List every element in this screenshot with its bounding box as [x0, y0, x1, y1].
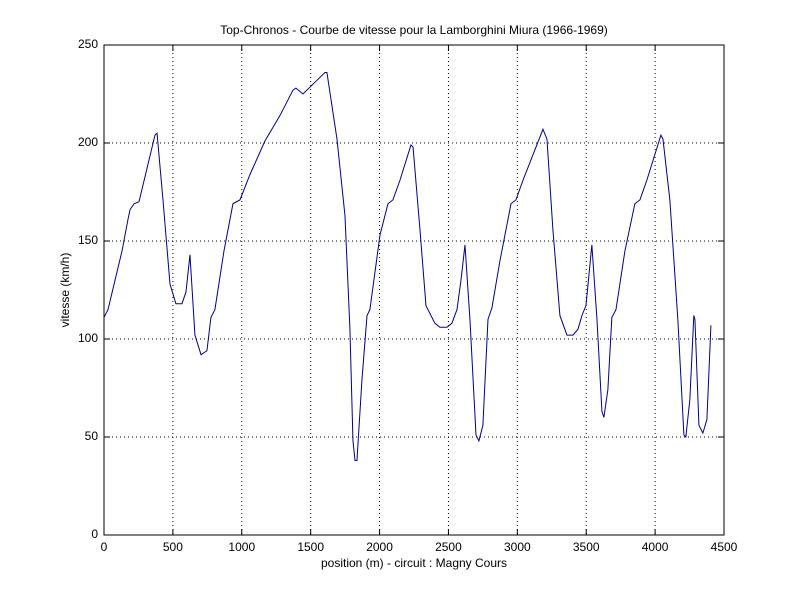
speed-line [103, 71, 712, 462]
x-axis-label: position (m) - circuit : Magny Cours [321, 556, 507, 570]
y-axis-label: vitesse (km/h) [58, 253, 72, 328]
y-tick-label: 200 [78, 135, 98, 149]
x-tick-label: 4000 [642, 540, 669, 554]
x-tick-label: 0 [101, 540, 108, 554]
x-tick-label: 1500 [297, 540, 324, 554]
x-tick-label: 3000 [504, 540, 531, 554]
y-tick-label: 0 [91, 527, 98, 541]
y-tick-label: 100 [78, 331, 98, 345]
chart-title: Top-Chronos - Courbe de vitesse pour la … [220, 23, 608, 37]
x-tick-label: 500 [163, 540, 183, 554]
plot-frame [103, 44, 725, 536]
x-tick-label: 2500 [435, 540, 462, 554]
y-tick-label: 50 [85, 429, 99, 443]
y-tick-label: 150 [78, 233, 98, 247]
x-tick-label: 2000 [366, 540, 393, 554]
x-tick-label: 4500 [711, 540, 738, 554]
x-tick-label: 3500 [573, 540, 600, 554]
y-tick-label: 250 [78, 37, 98, 51]
x-tick-label: 1000 [228, 540, 255, 554]
